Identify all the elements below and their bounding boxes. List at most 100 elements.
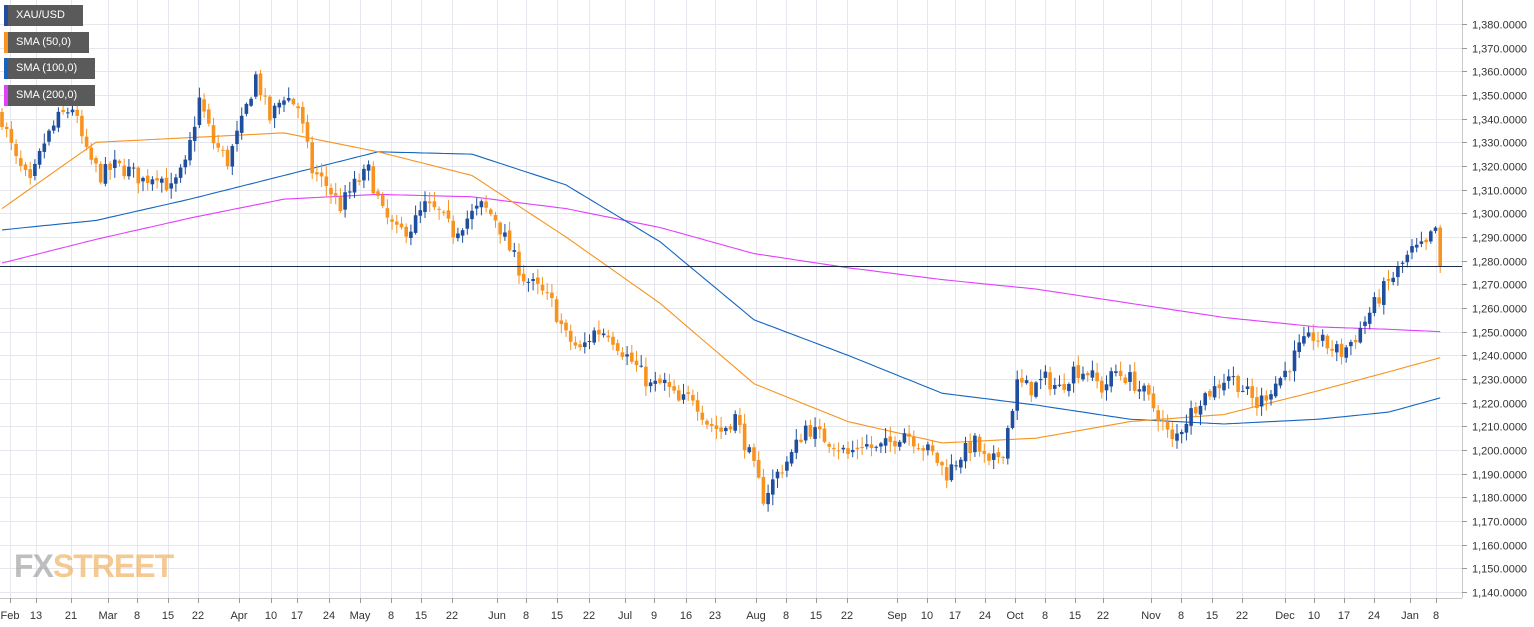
x-tick-label: Sep: [887, 610, 907, 622]
candle-body: [319, 172, 324, 177]
candle-body: [19, 158, 23, 166]
legend-item-sma50[interactable]: SMA (50,0): [4, 31, 89, 53]
x-tick-label: 24: [1368, 610, 1380, 622]
candle-body: [1292, 350, 1297, 372]
x-tick-label: 8: [1178, 610, 1184, 622]
y-tick-label: 1,270.0000: [1472, 280, 1527, 292]
candle-body: [1414, 244, 1419, 248]
candle-body: [644, 366, 648, 387]
candle-body: [286, 98, 291, 101]
candle-body: [1212, 386, 1217, 398]
candle-body: [587, 341, 592, 343]
candle-body: [705, 420, 709, 425]
candle-body: [714, 425, 719, 430]
candle-body: [145, 175, 150, 183]
y-tick-label: 1,330.0000: [1472, 138, 1527, 150]
candle-body: [926, 444, 930, 451]
legend-label-sma200: SMA (200,0): [16, 88, 78, 101]
candlestick-series: [0, 70, 1442, 512]
candle-body: [42, 143, 47, 152]
candle-body: [1076, 365, 1081, 378]
x-tick-label: 8: [783, 610, 789, 622]
candle-body: [583, 342, 587, 347]
candle-body: [1250, 386, 1254, 398]
candle-body: [380, 194, 385, 206]
x-tick-label: 8: [1042, 610, 1048, 622]
candle-body: [390, 219, 394, 222]
candle-body: [512, 250, 517, 252]
candle-body: [1156, 410, 1160, 422]
candle-body: [470, 210, 474, 220]
candle-body: [1231, 376, 1236, 378]
candle-body: [484, 201, 488, 208]
x-tick-label: 8: [388, 610, 394, 622]
candle-body: [912, 436, 916, 447]
x-tick-label: 10: [265, 610, 277, 622]
candle-body: [183, 159, 188, 168]
candle-body: [282, 100, 286, 105]
candle-body: [254, 74, 258, 97]
candle-body: [1302, 336, 1306, 344]
logo-fx: FX: [14, 548, 54, 584]
x-tick-label: 17: [1338, 610, 1350, 622]
candle-body: [122, 165, 126, 177]
candle-body: [1151, 393, 1156, 409]
candle-body: [813, 427, 817, 439]
candle-body: [1372, 297, 1377, 314]
candle-body: [1278, 378, 1283, 386]
candle-body: [66, 112, 70, 114]
candle-body: [164, 177, 169, 191]
legend-item-sma100[interactable]: SMA (100,0): [4, 58, 95, 79]
x-tick-label: Jun: [488, 610, 506, 622]
candle-body: [263, 95, 267, 97]
candle-body: [174, 177, 178, 184]
candle-body: [545, 292, 549, 294]
legend-swatch-sma100: [4, 58, 8, 79]
candle-body: [277, 102, 282, 108]
candle-body: [672, 386, 676, 391]
x-tick-label: May: [350, 610, 371, 622]
candle-body: [1316, 340, 1320, 342]
candle-body: [333, 193, 338, 196]
y-tick-label: 1,260.0000: [1472, 304, 1527, 316]
candle-body: [977, 436, 982, 452]
x-tick-label: 23: [709, 610, 721, 622]
x-tick-label: Feb: [1, 610, 20, 622]
candle-body: [592, 330, 596, 343]
legend-label-sma100: SMA (100,0): [16, 62, 78, 74]
candle-body: [1335, 344, 1339, 353]
candle-body: [103, 164, 108, 184]
candle-body: [1067, 383, 1071, 392]
candle-body: [521, 273, 526, 282]
candle-body: [1165, 422, 1170, 430]
candle-body: [1255, 397, 1259, 408]
candle-body: [700, 412, 705, 420]
candle-body: [1194, 407, 1198, 414]
candle-body: [968, 441, 972, 454]
candle-body: [517, 251, 521, 276]
candle-body: [771, 479, 775, 495]
legend-item-xauusd[interactable]: XAU/USD: [4, 5, 83, 26]
candle-body: [409, 231, 413, 238]
candle-body: [1306, 332, 1311, 337]
candle-body: [987, 453, 991, 461]
candle-body: [1330, 348, 1334, 351]
y-tick-label: 1,300.0000: [1472, 209, 1527, 221]
candle-body: [399, 223, 404, 228]
legend-item-sma200[interactable]: SMA (200,0): [4, 84, 95, 106]
x-tick-label: 8: [523, 610, 529, 622]
x-tick-label: 13: [30, 610, 42, 622]
moving-average-lines: [1, 132, 1441, 444]
x-tick-label: 22: [1097, 610, 1109, 622]
candle-body: [658, 378, 662, 384]
candle-body: [1339, 343, 1344, 357]
candle-body: [1034, 382, 1038, 397]
candle-body: [244, 103, 249, 114]
candle-body: [879, 443, 883, 447]
candle-body: [874, 446, 878, 448]
candle-body: [216, 143, 220, 148]
candle-body: [1222, 382, 1226, 391]
candle-body: [272, 105, 277, 119]
candle-body: [192, 126, 197, 141]
